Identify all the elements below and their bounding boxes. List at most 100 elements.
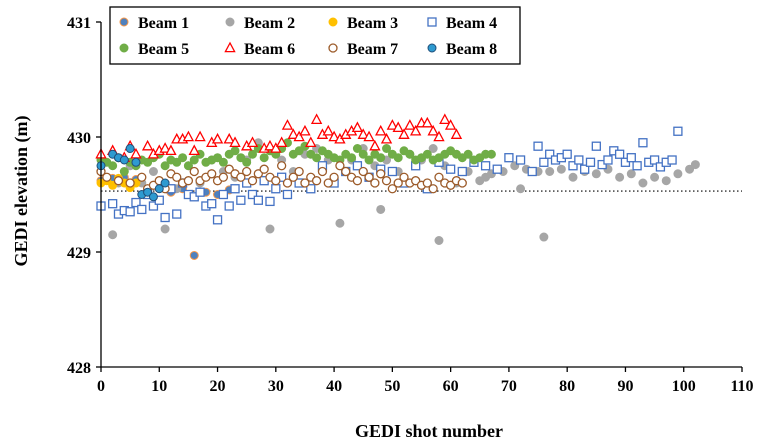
data-point: [556, 164, 566, 174]
data-point: [375, 124, 387, 136]
legend-item: Beam 2: [225, 15, 295, 32]
data-point: [230, 184, 240, 194]
data-point: [673, 126, 683, 136]
data-point: [236, 153, 246, 163]
data-point: [539, 157, 549, 167]
data-point: [248, 149, 258, 159]
data-point: [287, 128, 299, 139]
data-point: [253, 195, 263, 205]
data-point: [450, 128, 463, 139]
data-point: [312, 153, 322, 163]
series-7: [96, 161, 467, 194]
legend-label: Beam 2: [244, 15, 295, 32]
data-point: [364, 155, 374, 165]
data-point: [294, 146, 304, 156]
data-point: [404, 119, 416, 130]
data-point: [352, 161, 363, 171]
legend-item: Beam 1: [119, 15, 189, 32]
legend-marker: [427, 43, 437, 53]
data-point: [445, 164, 456, 174]
x-tick-label: 100: [672, 378, 696, 395]
data-point: [275, 136, 288, 148]
data-point: [376, 153, 386, 163]
data-point: [329, 172, 339, 182]
data-point: [224, 201, 234, 211]
data-point: [568, 161, 578, 171]
data-point: [603, 155, 613, 165]
legend-item: Beam 5: [119, 41, 189, 58]
data-point: [457, 166, 467, 177]
data-point: [673, 169, 683, 179]
data-point: [632, 161, 642, 171]
data-point: [271, 184, 281, 194]
data-point: [218, 157, 228, 167]
legend-marker: [224, 41, 236, 53]
data-point: [398, 128, 410, 139]
data-point: [160, 224, 170, 234]
data-point: [259, 164, 269, 174]
data-point: [189, 250, 199, 260]
data-point: [357, 128, 369, 139]
x-tick-label: 60: [443, 378, 459, 395]
data-point: [685, 164, 695, 174]
data-point: [392, 121, 404, 133]
data-point: [281, 119, 294, 130]
data-point: [638, 138, 648, 148]
legend-label: Beam 8: [446, 41, 497, 58]
data-point: [247, 189, 258, 200]
series-layer: [95, 113, 700, 260]
data-point: [143, 157, 153, 167]
data-point: [690, 160, 700, 170]
data-point: [125, 207, 135, 217]
y-tick-label: 429: [67, 245, 91, 262]
data-point: [148, 201, 159, 211]
data-point: [638, 178, 648, 188]
data-point: [141, 139, 154, 151]
data-point: [160, 212, 170, 223]
data-point: [335, 218, 345, 228]
data-point: [236, 172, 246, 182]
data-point: [434, 236, 444, 245]
data-point: [154, 184, 164, 194]
data-point: [370, 178, 380, 188]
data-point: [369, 139, 381, 151]
data-point: [614, 149, 625, 159]
data-point: [667, 155, 677, 165]
data-point: [178, 153, 188, 163]
data-point: [380, 132, 393, 144]
data-point: [422, 149, 432, 159]
data-point: [358, 166, 368, 177]
data-point: [399, 172, 409, 182]
legend-marker: [328, 17, 338, 27]
data-point: [259, 153, 269, 163]
y-axis-title: GEDI elevation (m): [11, 116, 32, 267]
data-point: [433, 130, 445, 142]
data-point: [293, 130, 305, 142]
data-point: [409, 124, 422, 136]
data-point: [125, 178, 135, 188]
x-tick-label: 0: [97, 378, 105, 395]
legend-item: Beam 7: [328, 41, 398, 58]
data-point: [428, 184, 438, 194]
legend-item: Beam 6: [224, 41, 295, 58]
data-point: [137, 204, 147, 215]
data-point: [288, 172, 298, 182]
data-point: [393, 153, 403, 163]
data-point: [352, 176, 363, 186]
data-point: [347, 153, 357, 163]
data-point: [504, 153, 514, 163]
data-point: [265, 196, 275, 207]
data-point: [480, 161, 491, 171]
y-tick-label: 430: [67, 130, 91, 147]
data-point: [463, 149, 473, 159]
legend-box: [109, 6, 521, 65]
x-tick-label: 30: [268, 378, 284, 395]
data-point: [195, 187, 205, 197]
data-point: [527, 166, 537, 177]
data-point: [387, 184, 398, 194]
data-point: [305, 136, 317, 148]
legend-item: Beam 3: [328, 15, 398, 32]
data-point: [585, 157, 596, 167]
data-point: [113, 176, 124, 186]
legend-item: Beam 4: [427, 15, 497, 32]
